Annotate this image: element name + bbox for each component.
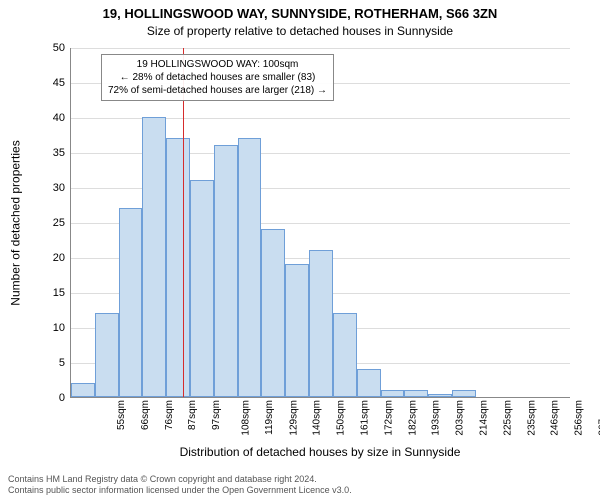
x-tick-label: 87sqm	[187, 400, 198, 430]
annotation-line-1: 19 HOLLINGSWOOD WAY: 100sqm	[108, 58, 327, 71]
y-tick-label: 15	[35, 287, 65, 299]
x-tick-label: 97sqm	[211, 400, 222, 430]
x-tick-label: 235sqm	[526, 400, 537, 436]
histogram-bar	[381, 390, 405, 397]
histogram-bar	[119, 208, 143, 397]
histogram-bar	[285, 264, 309, 397]
x-tick-label: 182sqm	[407, 400, 418, 436]
histogram-bar	[428, 394, 452, 398]
y-tick-label: 50	[35, 42, 65, 54]
x-tick-label: 203sqm	[455, 400, 466, 436]
grid-line	[71, 48, 570, 49]
x-tick-label: 140sqm	[312, 400, 323, 436]
histogram-bar	[309, 250, 333, 397]
x-tick-label: 76sqm	[164, 400, 175, 430]
y-tick-label: 30	[35, 182, 65, 194]
annotation-line-2: ← 28% of detached houses are smaller (83…	[108, 71, 327, 84]
footer-attribution: Contains HM Land Registry data © Crown c…	[8, 474, 352, 496]
footer-line-1: Contains HM Land Registry data © Crown c…	[8, 474, 352, 485]
x-tick-label: 108sqm	[241, 400, 252, 436]
y-tick-label: 25	[35, 217, 65, 229]
annotation-line-3: 72% of semi-detached houses are larger (…	[108, 84, 327, 97]
histogram-bar	[238, 138, 262, 397]
histogram-bar	[95, 313, 119, 397]
x-tick-label: 172sqm	[383, 400, 394, 436]
x-tick-label: 225sqm	[502, 400, 513, 436]
chart-subtitle: Size of property relative to detached ho…	[0, 24, 600, 38]
x-tick-label: 150sqm	[336, 400, 347, 436]
x-tick-label: 119sqm	[264, 400, 275, 435]
y-tick-label: 35	[35, 147, 65, 159]
x-tick-label: 66sqm	[140, 400, 151, 430]
y-tick-label: 5	[35, 357, 65, 369]
histogram-bar	[404, 390, 428, 397]
x-axis-label: Distribution of detached houses by size …	[70, 445, 570, 459]
x-tick-label: 55sqm	[116, 400, 127, 430]
y-tick-label: 20	[35, 252, 65, 264]
y-axis-label: Number of detached properties	[8, 48, 24, 398]
x-tick-label: 193sqm	[431, 400, 442, 436]
histogram-bar	[261, 229, 285, 397]
y-tick-label: 45	[35, 77, 65, 89]
x-tick-label: 161sqm	[360, 400, 371, 436]
footer-line-2: Contains public sector information licen…	[8, 485, 352, 496]
histogram-bar	[142, 117, 166, 397]
x-tick-label: 246sqm	[550, 400, 561, 436]
x-tick-label: 214sqm	[479, 400, 490, 436]
chart-title-address: 19, HOLLINGSWOOD WAY, SUNNYSIDE, ROTHERH…	[0, 6, 600, 21]
histogram-bar	[333, 313, 357, 397]
y-tick-label: 40	[35, 112, 65, 124]
histogram-bar	[357, 369, 381, 397]
histogram-bar	[71, 383, 95, 397]
plot-area: 19 HOLLINGSWOOD WAY: 100sqm ← 28% of det…	[70, 48, 570, 398]
x-tick-label: 129sqm	[288, 400, 299, 436]
annotation-callout: 19 HOLLINGSWOOD WAY: 100sqm ← 28% of det…	[101, 54, 334, 101]
histogram-bar	[452, 390, 476, 397]
y-tick-label: 0	[35, 392, 65, 404]
x-tick-label: 256sqm	[574, 400, 585, 436]
histogram-bar	[214, 145, 238, 397]
histogram-bar	[190, 180, 214, 397]
y-tick-label: 10	[35, 322, 65, 334]
histogram-bar	[166, 138, 190, 397]
chart-container: 19, HOLLINGSWOOD WAY, SUNNYSIDE, ROTHERH…	[0, 0, 600, 500]
